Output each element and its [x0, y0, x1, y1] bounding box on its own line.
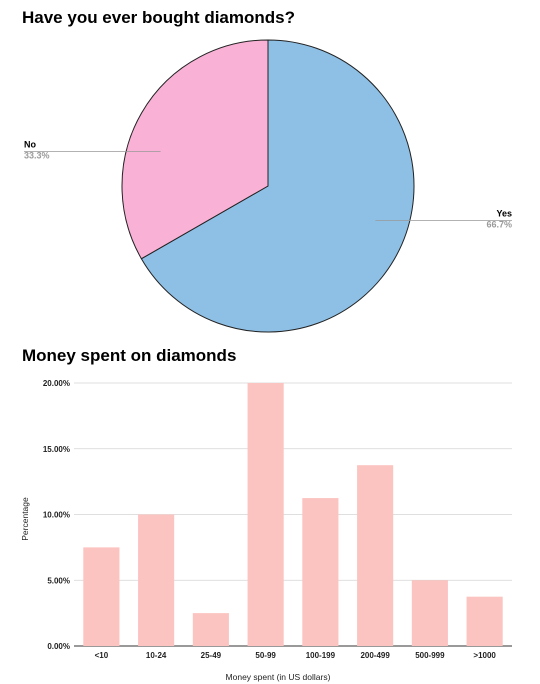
x-tick-label: 10-24: [146, 651, 167, 660]
bar-25-49: [192, 613, 229, 646]
y-axis-label: Percentage: [20, 497, 30, 541]
bar-200-499: [357, 465, 394, 646]
pie-label-name: Yes: [496, 208, 512, 218]
bar->1000: [466, 596, 503, 646]
bar-50-99: [247, 383, 284, 646]
bar-chart-title: Money spent on diamonds: [22, 346, 237, 365]
bar-500-999: [411, 580, 448, 646]
x-tick-label: 100-199: [306, 651, 336, 660]
y-tick-label: 15.00%: [43, 445, 70, 454]
bar-100-199: [302, 498, 339, 646]
pie-label-percent: 66.7%: [486, 219, 512, 229]
y-tick-label: 20.00%: [43, 379, 70, 388]
x-tick-label: 25-49: [201, 651, 222, 660]
y-tick-label: 5.00%: [47, 576, 70, 585]
x-tick-label: 50-99: [255, 651, 276, 660]
pie-chart-title: Have you ever bought diamonds?: [22, 8, 295, 27]
x-tick-label: 500-999: [415, 651, 445, 660]
x-tick-label: <10: [95, 651, 109, 660]
pie-slice-yes: [140, 39, 415, 333]
y-tick-label: 0.00%: [47, 642, 70, 651]
pie-label-name: No: [24, 140, 36, 150]
bar-10-24: [138, 514, 175, 646]
pie-slice-no: [121, 39, 269, 260]
x-tick-label: >1000: [473, 651, 496, 660]
y-tick-label: 10.00%: [43, 511, 70, 520]
x-axis-label: Money spent (in US dollars): [226, 672, 331, 682]
bar-<10: [83, 547, 120, 646]
pie-label-percent: 33.3%: [24, 151, 50, 161]
x-tick-label: 200-499: [360, 651, 390, 660]
